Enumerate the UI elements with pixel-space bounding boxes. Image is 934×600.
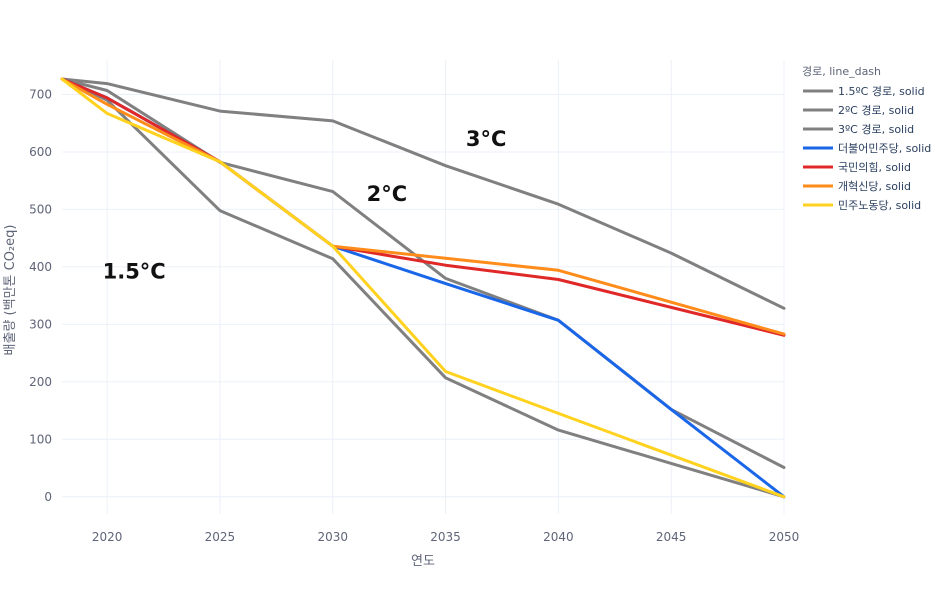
- x-tick-label: 2035: [430, 530, 461, 544]
- x-axis-title: 연도: [411, 554, 435, 569]
- y-tick-label: 300: [29, 317, 52, 331]
- y-tick-label: 200: [29, 375, 52, 389]
- legend-label: 민주노동당, solid: [838, 199, 921, 212]
- legend-item[interactable]: 민주노동당, solid: [803, 199, 921, 212]
- legend-label: 국민의힘, solid: [838, 161, 911, 174]
- x-tick-label: 2050: [769, 530, 800, 544]
- annotation-label: 3°C: [466, 127, 507, 151]
- series-lines: [60, 77, 786, 499]
- y-axis-title: 배출량 (백만톤 CO₂eq): [3, 225, 18, 356]
- legend-label: 개혁신당, solid: [838, 180, 911, 193]
- legend-item[interactable]: 더불어민주당, solid: [803, 142, 931, 155]
- legend-label: 2ºC 경로, solid: [838, 104, 914, 117]
- series-line-7[interactable]: [60, 77, 786, 499]
- y-tick-label: 100: [29, 432, 52, 446]
- legend-label: 더불어민주당, solid: [838, 142, 931, 155]
- legend-label: 1.5ºC 경로, solid: [838, 85, 925, 98]
- annotations: 3°C 2°C 1.5°C: [103, 127, 507, 283]
- series-line-3[interactable]: [60, 77, 786, 310]
- y-tick-label: 500: [29, 202, 52, 216]
- legend-item[interactable]: 2ºC 경로, solid: [803, 104, 914, 117]
- legend-item[interactable]: 1.5ºC 경로, solid: [803, 85, 925, 98]
- legend[interactable]: 경로, line_dash 1.5ºC 경로, solid 2ºC 경로, sol…: [802, 65, 931, 212]
- x-tick-label: 2030: [317, 530, 348, 544]
- y-tick-label: 600: [29, 145, 52, 159]
- x-tick-label: 2045: [656, 530, 687, 544]
- grid-lines: [62, 60, 785, 514]
- annotation-label: 2°C: [367, 182, 408, 206]
- series-line-1[interactable]: [60, 77, 786, 499]
- series-line-5[interactable]: [60, 77, 786, 337]
- y-tick-label: 0: [44, 490, 52, 504]
- legend-title: 경로, line_dash: [802, 65, 881, 78]
- legend-item[interactable]: 개혁신당, solid: [803, 180, 911, 193]
- legend-label: 3ºC 경로, solid: [838, 123, 914, 136]
- x-tick-label: 2040: [543, 530, 574, 544]
- y-tick-label: 700: [29, 87, 52, 101]
- axis-ticks: 0 100 200 300 400 500 600 700 2020 2025 2030 2035 20…: [29, 87, 799, 544]
- x-tick-label: 2020: [92, 530, 123, 544]
- series-line-6[interactable]: [60, 77, 786, 336]
- y-tick-label: 400: [29, 260, 52, 274]
- legend-item[interactable]: 국민의힘, solid: [803, 161, 911, 174]
- annotation-label: 1.5°C: [103, 259, 166, 283]
- x-tick-label: 2025: [205, 530, 236, 544]
- legend-item[interactable]: 3ºC 경로, solid: [803, 123, 914, 136]
